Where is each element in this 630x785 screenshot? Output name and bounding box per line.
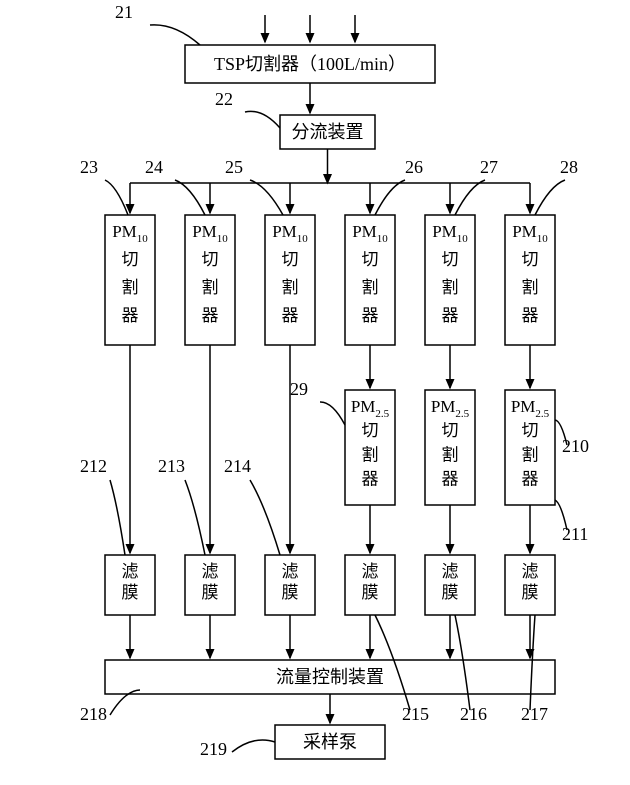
- svg-text:滤: 滤: [522, 562, 539, 581]
- svg-text:26: 26: [405, 157, 423, 177]
- svg-text:割: 割: [362, 445, 379, 464]
- svg-text:滤: 滤: [442, 562, 459, 581]
- svg-text:器: 器: [362, 306, 379, 325]
- svg-text:器: 器: [522, 470, 539, 489]
- svg-text:23: 23: [80, 157, 98, 177]
- svg-text:215: 215: [402, 704, 429, 724]
- svg-text:切: 切: [522, 250, 539, 269]
- svg-text:膜: 膜: [442, 583, 459, 602]
- svg-text:膜: 膜: [362, 583, 379, 602]
- svg-text:割: 割: [122, 278, 139, 297]
- svg-text:切: 切: [522, 421, 539, 440]
- svg-text:分流装置: 分流装置: [292, 122, 364, 142]
- svg-text:217: 217: [521, 704, 548, 724]
- svg-text:切: 切: [122, 250, 139, 269]
- svg-text:器: 器: [122, 306, 139, 325]
- svg-text:滤: 滤: [202, 562, 219, 581]
- flowchart-diagram: TSP切割器（100L/min）分流装置PM10切割器PM10切割器PM10切割…: [0, 0, 630, 785]
- svg-text:213: 213: [158, 456, 185, 476]
- svg-text:21: 21: [115, 2, 133, 22]
- svg-text:24: 24: [145, 157, 163, 177]
- svg-text:216: 216: [460, 704, 487, 724]
- svg-text:割: 割: [202, 278, 219, 297]
- svg-text:切: 切: [282, 250, 299, 269]
- svg-text:切: 切: [362, 250, 379, 269]
- svg-text:25: 25: [225, 157, 243, 177]
- svg-text:滤: 滤: [362, 562, 379, 581]
- svg-text:TSP切割器（100L/min）: TSP切割器（100L/min）: [214, 54, 406, 74]
- svg-text:29: 29: [290, 379, 308, 399]
- svg-text:割: 割: [522, 445, 539, 464]
- svg-text:滤: 滤: [122, 562, 139, 581]
- svg-text:割: 割: [522, 278, 539, 297]
- svg-text:28: 28: [560, 157, 578, 177]
- svg-text:割: 割: [442, 278, 459, 297]
- svg-text:27: 27: [480, 157, 498, 177]
- svg-text:割: 割: [362, 278, 379, 297]
- svg-text:切: 切: [202, 250, 219, 269]
- svg-text:器: 器: [442, 306, 459, 325]
- svg-text:212: 212: [80, 456, 107, 476]
- svg-text:流量控制装置: 流量控制装置: [276, 667, 384, 687]
- svg-text:膜: 膜: [522, 583, 539, 602]
- svg-text:器: 器: [282, 306, 299, 325]
- svg-text:器: 器: [522, 306, 539, 325]
- svg-text:采样泵: 采样泵: [303, 732, 357, 752]
- svg-text:219: 219: [200, 739, 227, 759]
- svg-text:器: 器: [362, 470, 379, 489]
- svg-text:切: 切: [442, 250, 459, 269]
- svg-text:滤: 滤: [282, 562, 299, 581]
- svg-text:膜: 膜: [282, 583, 299, 602]
- svg-text:214: 214: [224, 456, 251, 476]
- svg-text:器: 器: [442, 470, 459, 489]
- svg-text:割: 割: [442, 445, 459, 464]
- svg-text:210: 210: [562, 436, 589, 456]
- svg-text:膜: 膜: [122, 583, 139, 602]
- svg-text:膜: 膜: [202, 583, 219, 602]
- svg-text:切: 切: [442, 421, 459, 440]
- svg-text:211: 211: [562, 524, 588, 544]
- svg-text:器: 器: [202, 306, 219, 325]
- svg-text:切: 切: [362, 421, 379, 440]
- svg-text:22: 22: [215, 89, 233, 109]
- svg-text:割: 割: [282, 278, 299, 297]
- svg-text:218: 218: [80, 704, 107, 724]
